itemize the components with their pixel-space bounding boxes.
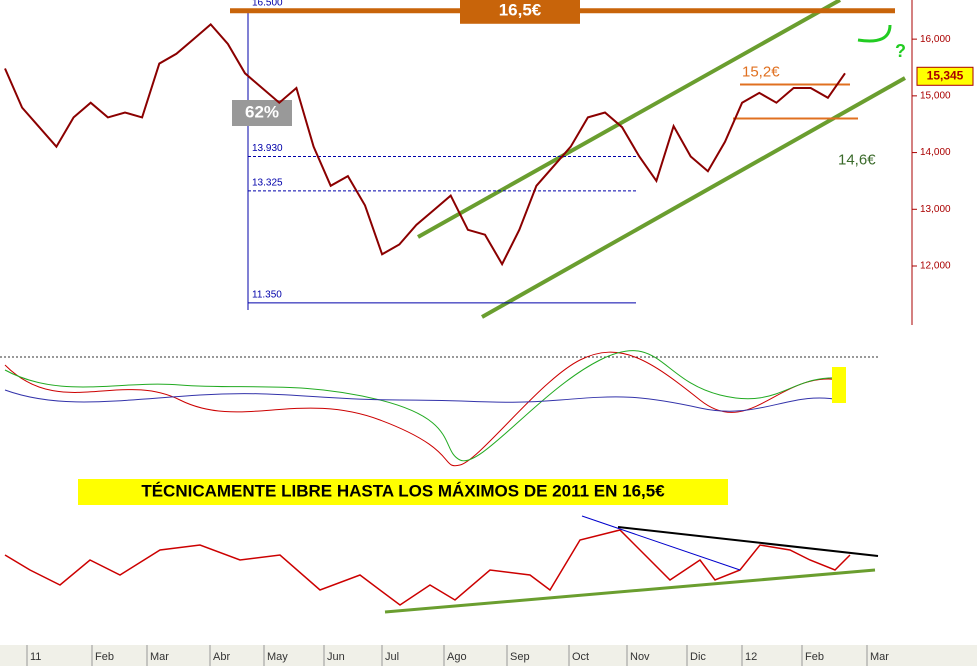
osc-highlight [832,367,846,403]
osc-red [4,351,841,467]
fib-label: 62% [245,102,279,121]
level-label: 13.325 [252,178,283,189]
rsi-resistance [617,526,879,557]
support-label: 14,6€ [838,152,876,169]
x-tick-label: Jun [327,651,345,663]
x-tick-label: May [267,651,288,663]
y-tick-label: 12,000 [920,261,951,272]
title-bg [78,479,728,505]
level-label: 16.500 [252,0,283,8]
osc-green [4,350,841,462]
y-tick-label: 13,000 [920,204,951,215]
question: ? [895,41,906,61]
last-box [916,66,974,86]
osc-blue [4,389,841,412]
x-tick-label: Mar [870,651,889,663]
resistance-label: 15,2€ [742,63,780,80]
level-label: 13.930 [252,143,283,154]
y-tick-label: 16,000 [920,34,951,45]
y-tick-label: 14,000 [920,147,951,158]
channel-upper [417,0,841,239]
level-label: 11.350 [252,290,282,301]
x-tick-label: Feb [805,651,824,663]
y-tick-label: 15,000 [920,90,951,101]
x-tick-label: 11 [30,651,41,663]
target-box [460,0,580,24]
target-label: 16,5€ [499,0,542,19]
x-tick-label: 12 [745,651,757,663]
arrow [857,24,892,43]
x-tick-label: Dic [690,651,706,663]
x-tick-label: Feb [95,651,114,663]
x-tick-label: Jul [385,651,399,663]
x-tick-label: Sep [510,651,530,663]
x-tick-label: Abr [213,651,230,663]
x-tick-label: Ago [447,651,467,663]
x-axis-bg [0,645,977,666]
rsi-line [4,529,851,606]
x-tick-label: Mar [150,651,169,663]
last-label: 15,345 [927,68,964,82]
x-tick-label: Nov [630,651,650,663]
price-line [4,22,846,267]
rsi-support [384,568,876,614]
rsi-trend [581,515,741,571]
fib-box [232,100,292,126]
x-tick-label: Oct [572,651,589,663]
title: TÉCNICAMENTE LIBRE HASTA LOS MÁXIMOS DE … [141,481,665,500]
